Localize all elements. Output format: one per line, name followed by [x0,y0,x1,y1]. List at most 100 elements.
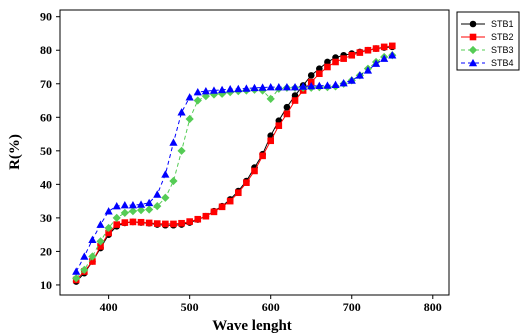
series-layer [72,42,397,285]
data-point [234,189,242,197]
data-point [185,93,194,101]
data-point [136,200,146,208]
data-point [275,122,283,129]
legend-item: STB4 [461,58,514,68]
data-point [226,85,235,93]
data-point [363,66,373,74]
data-point [194,215,202,223]
legend: STB1 STB2 STB3 STB4 [456,11,520,71]
x-tick-label: 600 [262,300,280,314]
x-axis-title: Wave lenght [212,318,292,334]
data-point [128,201,138,209]
data-point [169,176,178,186]
y-tick-label: 50 [40,144,52,158]
data-point [128,207,138,216]
data-point [258,83,267,91]
data-point [266,94,275,103]
data-point [210,208,218,216]
legend-marker [469,33,477,41]
data-point [290,83,300,91]
x-tick-label: 500 [181,300,199,314]
data-point [193,96,202,105]
data-point [178,219,185,227]
data-point [339,78,348,87]
data-point [291,97,299,104]
data-point [145,205,154,214]
legend-label: STB1 [491,19,514,29]
data-point [315,81,324,90]
data-point [96,220,105,228]
data-point [105,229,112,237]
legend-item: STB1 [461,19,514,29]
data-point [72,267,81,275]
data-point [209,86,219,94]
data-point [120,201,129,209]
data-point [185,114,194,124]
legend-marker [469,20,477,28]
data-point [250,83,259,92]
y-tick-label: 40 [40,177,52,191]
y-tick-label: 60 [40,110,52,124]
x-tick-label: 700 [343,300,361,314]
y-axis-title: R(%) [7,134,23,170]
data-point [259,152,266,160]
data-point [242,84,251,92]
data-point [169,138,178,146]
data-point [72,274,81,283]
data-point [323,81,332,89]
data-point [136,206,146,215]
data-point [355,71,364,79]
data-point [234,84,243,93]
legend-label: STB3 [491,45,514,55]
data-point [299,82,308,90]
legend-label: STB2 [491,32,514,42]
data-point [88,252,97,261]
data-point [161,193,170,202]
series-line [75,54,393,279]
x-tick-label: 400 [100,300,118,314]
legend-marker [468,58,478,67]
data-point [201,87,210,95]
data-point [80,252,89,260]
data-point [275,117,283,124]
data-point [307,82,316,90]
data-point [129,218,137,226]
axis-ticks: 400 500 600 700 800 10 20 30 40 50 60 70 80 90 [40,10,442,314]
data-point [80,265,89,274]
data-point [104,207,113,215]
data-point [324,63,331,71]
data-point [331,80,340,89]
data-point [113,221,121,228]
data-point [186,218,193,225]
x-tick-label: 800 [424,300,442,314]
data-point [282,83,292,91]
data-point [316,65,323,72]
legend-marker [468,45,478,55]
data-point [97,243,104,250]
y-tick-label: 30 [40,211,52,225]
data-point [356,49,364,56]
data-point [177,146,186,155]
data-point [347,76,356,84]
data-point [316,70,323,78]
y-tick-label: 80 [40,43,52,57]
data-point [283,110,291,118]
series-line [75,54,393,272]
y-tick-label: 20 [40,244,52,258]
data-point [388,51,397,59]
series-line [75,45,393,281]
data-point [283,103,291,111]
data-point [88,235,97,243]
data-point [371,59,381,67]
series-stb3 [72,51,397,283]
data-point [348,51,356,59]
data-point [307,72,315,79]
data-point [121,219,129,226]
data-point [161,170,170,178]
series-stb2 [72,42,396,284]
series-stb4 [72,51,397,275]
data-point [153,190,162,198]
data-point [202,212,210,220]
data-point [177,108,186,116]
data-point [162,220,169,228]
